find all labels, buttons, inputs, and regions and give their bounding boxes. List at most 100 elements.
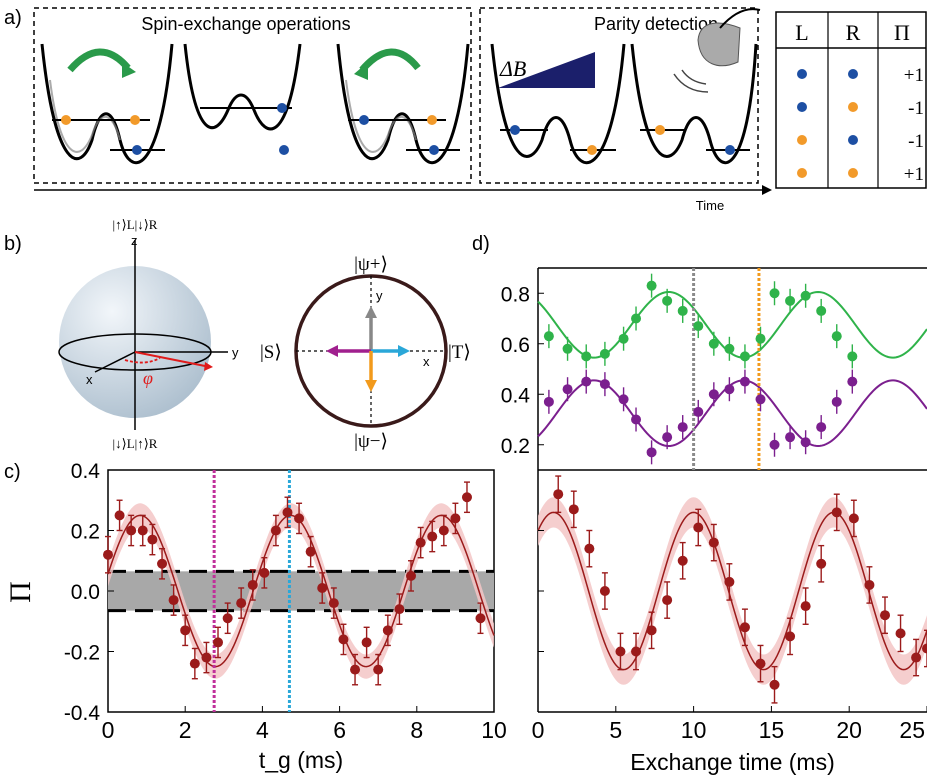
table-parity-value: +1 xyxy=(904,65,924,86)
purple-data-point xyxy=(599,379,610,390)
table-atom-r xyxy=(848,69,858,79)
data-point xyxy=(114,510,125,521)
table-atom-l xyxy=(797,168,807,178)
data-point xyxy=(270,525,281,536)
purple-data-point xyxy=(677,422,688,433)
data-point xyxy=(213,637,224,648)
data-point xyxy=(816,558,827,569)
x-tick-label: 20 xyxy=(836,717,862,743)
parity-table: L R Π +1 -1 -1 +1 xyxy=(775,11,927,189)
data-point xyxy=(631,646,642,657)
table-parity-value: -1 xyxy=(908,131,924,152)
purple-data-point xyxy=(562,384,573,395)
time-label: Time xyxy=(696,198,724,213)
populations-plot: 0.8 0.6 0.4 0.2 xyxy=(501,267,927,471)
parity-vs-exchange-plot: 0 5 10 15 20 25 Exchange time (ms) xyxy=(532,470,927,775)
cyan-arrowhead xyxy=(398,345,410,357)
data-point xyxy=(236,598,247,609)
x-tick-label: 2 xyxy=(179,717,192,743)
green-data-point xyxy=(618,333,629,344)
x-tick-label: 5 xyxy=(609,717,622,743)
y-axis-label: Π xyxy=(4,581,37,603)
y-tick-label: 0.0 xyxy=(71,581,100,604)
data-point xyxy=(222,613,233,624)
state-vector xyxy=(134,351,206,367)
parity-detection-title: Parity detection xyxy=(594,14,718,34)
data-point xyxy=(157,558,168,569)
y-tick-label: 0.2 xyxy=(71,521,100,544)
data-point xyxy=(201,652,212,663)
purple-data-point xyxy=(755,394,766,405)
data-point xyxy=(328,598,339,609)
purple-data-point xyxy=(543,396,554,407)
green-data-point xyxy=(599,348,610,359)
y-tick-label: 0.8 xyxy=(501,283,530,306)
data-point xyxy=(382,625,393,636)
green-arrow-right xyxy=(67,48,131,73)
detector-cable xyxy=(719,8,761,29)
fit-confidence-band xyxy=(538,497,927,685)
green-data-point xyxy=(739,351,750,362)
data-point xyxy=(406,570,417,581)
data-point xyxy=(769,679,780,690)
delta-b-label: ΔB xyxy=(499,56,526,81)
data-point xyxy=(615,646,626,657)
circle-left-state: |S⟩ xyxy=(260,342,282,363)
double-wells xyxy=(40,43,758,165)
table-border xyxy=(775,11,927,189)
data-point xyxy=(848,513,859,524)
state-vector-head xyxy=(204,362,213,371)
green-data-point xyxy=(816,305,827,316)
table-atom-l xyxy=(797,69,807,79)
sphere-z-label: z xyxy=(131,233,138,248)
data-point xyxy=(895,628,906,639)
sphere-x-label: x xyxy=(86,372,93,387)
x-axis-label: t_g (ms) xyxy=(259,747,343,773)
purple-data-point xyxy=(662,432,673,443)
green-data-point xyxy=(646,280,657,291)
x-tick-label: 0 xyxy=(532,717,545,743)
panel-label-c: c) xyxy=(4,461,21,483)
x-tick-label: 6 xyxy=(333,717,346,743)
data-point xyxy=(338,634,349,645)
data-point xyxy=(864,579,875,590)
data-point xyxy=(693,522,704,533)
data-point xyxy=(189,658,200,669)
green-data-point xyxy=(631,313,642,324)
purple-data-point xyxy=(785,432,796,443)
atoms xyxy=(61,103,735,155)
green-data-point xyxy=(847,351,858,362)
time-arrowhead xyxy=(762,185,772,195)
data-point xyxy=(553,489,564,500)
parity-detection-box xyxy=(479,7,759,184)
y-tick-label: 0.2 xyxy=(501,435,530,458)
data-point xyxy=(137,525,148,536)
x-tick-label: 4 xyxy=(256,717,269,743)
data-point xyxy=(785,631,796,642)
panel-label-d: d) xyxy=(472,233,490,255)
panel-label-a: a) xyxy=(4,7,22,29)
table-atom-r xyxy=(848,102,858,112)
purple-data-point xyxy=(724,384,735,395)
data-point xyxy=(646,625,657,636)
table-atom-r xyxy=(848,135,858,145)
table-header-r: R xyxy=(846,20,861,45)
purple-data-point xyxy=(631,414,642,425)
data-point xyxy=(259,567,270,578)
sphere-x-axis xyxy=(94,351,136,373)
panel-label-b: b) xyxy=(4,233,22,255)
data-point xyxy=(677,555,688,566)
green-data-point xyxy=(708,338,719,349)
magenta-arrowhead xyxy=(326,345,338,357)
x-tick-label: 8 xyxy=(410,717,423,743)
data-point xyxy=(305,546,316,557)
sphere-bottom-state: |↓⟩L|↑⟩R xyxy=(113,436,158,451)
green-arrowhead-right xyxy=(122,62,136,78)
green-data-point xyxy=(543,331,554,342)
sphere-top-state: |↑⟩L|↓⟩R xyxy=(113,217,158,232)
detector-icon xyxy=(697,22,741,67)
y-tick-label: -0.4 xyxy=(64,702,101,725)
detector-waves-icon xyxy=(673,69,709,93)
table-header-parity: Π xyxy=(894,20,910,45)
